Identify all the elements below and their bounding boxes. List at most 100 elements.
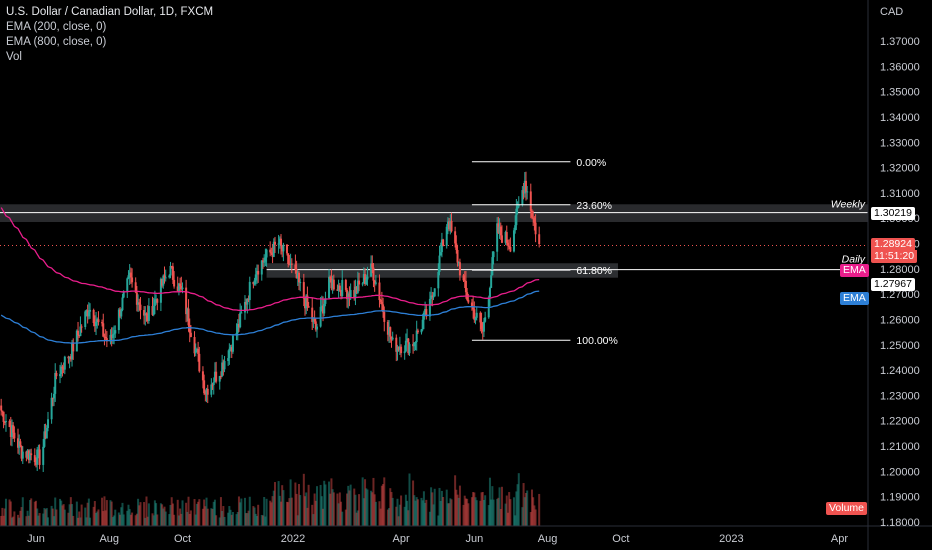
volume-bar [223, 516, 226, 526]
volume-bar [408, 473, 411, 526]
volume-bar [228, 506, 231, 526]
candle-body [215, 371, 218, 382]
candle-body [254, 274, 257, 281]
ema200-legend[interactable]: EMA (200, close, 0) [6, 21, 107, 33]
volume-bar [1, 507, 4, 526]
candle-body [129, 272, 132, 278]
candle-body [285, 244, 288, 254]
volume-bar [437, 515, 440, 526]
volume-bar [54, 497, 57, 526]
candle-body [59, 374, 62, 377]
candle-body [269, 249, 272, 253]
volume-bar [121, 502, 124, 526]
volume-bar [282, 490, 285, 526]
candle-body [526, 191, 529, 193]
volume-bar [272, 490, 275, 526]
price-tick-label: 1.27000 [880, 289, 920, 301]
volume-bar [362, 498, 365, 526]
volume-bar [240, 498, 243, 526]
candle-body [302, 282, 305, 299]
volume-bar [355, 512, 358, 526]
candle-body [404, 340, 407, 352]
candle-body [383, 312, 386, 322]
candle-body [36, 449, 39, 465]
candle-body [163, 275, 166, 278]
candle-body [222, 362, 225, 370]
candle-body [515, 208, 518, 226]
volume-bar [19, 510, 22, 526]
volume-bar [135, 513, 138, 526]
candle-body [534, 222, 537, 235]
volume-bar [529, 512, 532, 526]
candle-body [188, 325, 191, 333]
candle-body [53, 393, 56, 399]
candle-body [340, 290, 343, 296]
candle-body [353, 290, 356, 298]
volume-bar [514, 515, 517, 526]
volume-bar [438, 487, 441, 526]
volume-bar [113, 515, 116, 526]
ema200-tag: EMA [840, 264, 869, 277]
candle-body [438, 255, 441, 272]
volume-bar [68, 504, 71, 526]
volume-bar [53, 516, 56, 526]
volume-bar [137, 498, 140, 526]
candle-body [181, 287, 184, 290]
volume-bar [415, 497, 418, 526]
candle-body [532, 217, 535, 219]
volume-bar [189, 510, 192, 526]
candle-body [458, 262, 461, 276]
candle-body [490, 275, 493, 288]
candle-body [329, 276, 332, 279]
candle-body [206, 388, 209, 395]
volume-bar [296, 515, 299, 526]
candle-body [336, 289, 339, 291]
volume-bar [499, 509, 502, 526]
candle-body [0, 405, 3, 411]
candle-body [18, 441, 21, 448]
volume-bar [316, 486, 319, 526]
volume-bar [287, 502, 290, 526]
candle-body [398, 346, 401, 350]
candle-body [530, 210, 533, 218]
candle-body [361, 283, 364, 285]
candle-body [366, 276, 369, 280]
candle-body [229, 347, 232, 349]
candle-body [282, 244, 285, 252]
candle-body [197, 349, 200, 354]
volume-bar [10, 517, 13, 526]
volume-bar [261, 515, 264, 526]
volume-bar [295, 493, 298, 526]
candle-body [243, 301, 246, 313]
volume-bar [396, 498, 399, 526]
candle-body [480, 322, 483, 329]
volume-bar [442, 496, 445, 526]
candle-body [365, 279, 368, 285]
volume-bar [298, 483, 301, 526]
candle-body [119, 309, 122, 317]
volume-bar [186, 511, 189, 526]
candle-body [137, 302, 140, 305]
candle-body [307, 306, 310, 308]
ema800-legend[interactable]: EMA (800, close, 0) [6, 36, 107, 48]
symbol-title[interactable]: U.S. Dollar / Canadian Dollar, 1D, FXCM [6, 6, 214, 18]
volume-legend[interactable]: Vol [6, 51, 22, 63]
price-tick-label: 1.23000 [880, 390, 920, 402]
candle-body [456, 249, 459, 263]
volume-bar [445, 489, 448, 526]
candle-body [169, 265, 172, 276]
candle-body [463, 280, 466, 282]
volume-bar [413, 495, 416, 526]
candle-body [86, 310, 89, 317]
candle-body [408, 344, 411, 354]
candle-body [47, 419, 50, 429]
candle-body [211, 384, 214, 386]
volume-bar [289, 479, 292, 526]
candle-body [428, 298, 431, 317]
volume-bar [194, 514, 197, 526]
volume-bar [9, 501, 12, 526]
candle-body [131, 277, 134, 283]
candle-body [153, 299, 156, 306]
